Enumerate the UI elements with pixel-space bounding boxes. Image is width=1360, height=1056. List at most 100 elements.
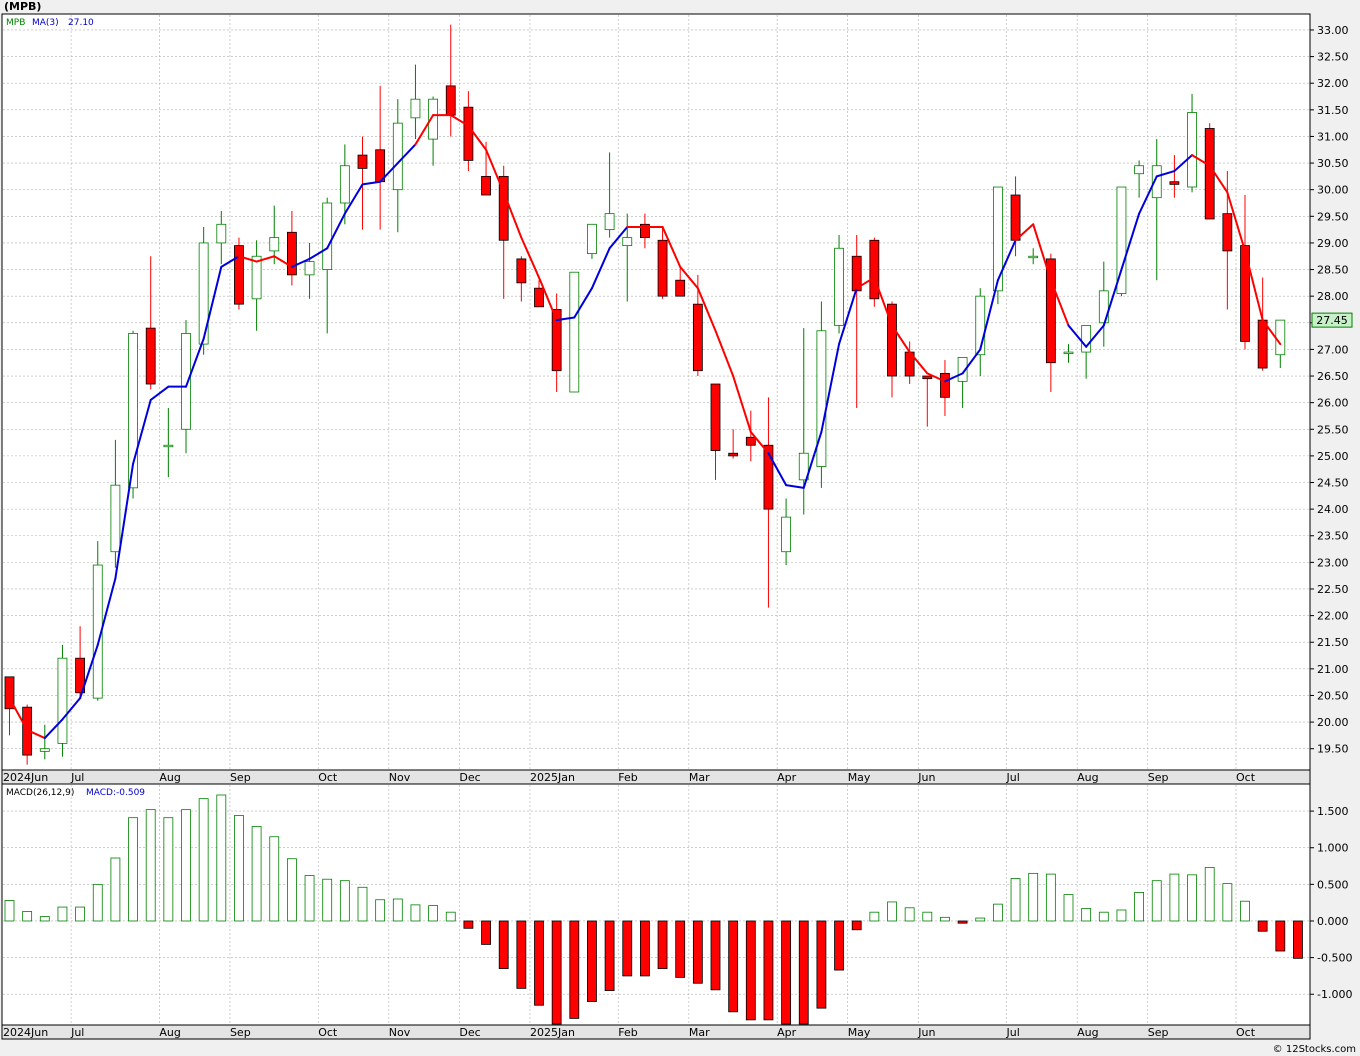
chart-title: (MPB)	[4, 0, 41, 13]
candle	[498, 165, 509, 299]
ma3-segment	[538, 276, 558, 322]
macd-bar-negative	[834, 920, 844, 971]
price-x-label: Oct	[1236, 771, 1256, 784]
candle-body-down	[234, 245, 244, 305]
candle-body-down	[869, 239, 880, 300]
macd-x-label: 2025Jan	[530, 1026, 575, 1039]
macd-bar-positive	[357, 886, 368, 922]
macd-bar-positive	[1187, 874, 1197, 922]
macd-bar-negative	[534, 920, 544, 1006]
price-x-label: 2024Jun	[3, 771, 48, 784]
macd-bar-positive	[975, 917, 986, 922]
macd-bar-negative	[692, 920, 703, 984]
macd-bar-positive	[869, 911, 880, 922]
candle-body-down	[481, 175, 491, 196]
price-tick-label: 32.00	[1317, 77, 1349, 90]
macd-bar-negative	[1257, 920, 1268, 932]
price-tick-label: 21.00	[1317, 663, 1349, 676]
macd-bar-positive	[993, 903, 1003, 922]
ma3-segment	[573, 287, 593, 319]
macd-bar-negative	[604, 920, 615, 991]
candle-body-up	[1063, 351, 1074, 354]
macd-bar-negative	[781, 920, 791, 1025]
candle-body-down	[745, 436, 756, 446]
macd-bar-positive	[1240, 900, 1250, 922]
macd-legend-label: MACD(26,12,9)	[6, 788, 74, 798]
macd-bar-positive	[251, 826, 262, 922]
macd-x-label: Oct	[318, 1026, 338, 1039]
ma3-segment	[1173, 154, 1194, 173]
macd-bar-positive	[1098, 911, 1109, 922]
candle-body-up	[1187, 112, 1197, 188]
macd-bar-positive	[304, 875, 315, 922]
macd-bar-positive	[1010, 878, 1021, 922]
candle-body-up	[110, 484, 121, 553]
macd-bar-positive	[410, 904, 421, 922]
candle-body-up	[128, 333, 138, 489]
candle	[128, 330, 138, 499]
candle-body-down	[1204, 128, 1215, 220]
price-tick-label: 20.00	[1317, 716, 1349, 729]
price-tick-label: 31.00	[1317, 130, 1349, 143]
candle-body-up	[304, 261, 315, 276]
macd-tick-label: 1.500	[1317, 805, 1349, 818]
ma3-segment	[820, 343, 841, 433]
macd-bar-positive	[198, 798, 209, 922]
candle-body-down	[1010, 194, 1021, 241]
macd-bar-positive	[392, 898, 403, 922]
ma3-segment	[396, 143, 417, 165]
ma3-segment	[449, 114, 470, 127]
candle	[1169, 155, 1180, 198]
macd-bar-positive	[4, 900, 15, 922]
candle	[216, 210, 227, 265]
ma3-segment	[43, 718, 64, 740]
candle-body-up	[1151, 165, 1162, 199]
candle-body-down	[534, 287, 544, 308]
macd-bar-positive	[57, 906, 68, 922]
macd-bar-positive	[1028, 872, 1039, 922]
price-x-label: Jun	[917, 771, 935, 784]
candle	[516, 256, 527, 302]
price-x-label: Jul	[1006, 771, 1020, 784]
candle	[357, 136, 368, 230]
candle-body-down	[675, 279, 686, 297]
macd-x-label: Feb	[618, 1026, 637, 1039]
candle-body-up	[1028, 255, 1039, 259]
macd-tick-label: -0.500	[1317, 952, 1352, 965]
ma3-segment	[485, 148, 505, 194]
price-tick-label: 24.00	[1317, 503, 1349, 516]
ma3-segment	[555, 316, 576, 322]
price-tick-label: 23.50	[1317, 530, 1349, 543]
candle	[816, 301, 827, 488]
candle-body-down	[516, 258, 527, 284]
macd-bar-positive	[92, 883, 103, 922]
price-tick-label: 33.00	[1317, 24, 1349, 37]
price-x-label: Sep	[230, 771, 251, 784]
candle	[1240, 195, 1250, 350]
macd-bar-positive	[269, 836, 280, 922]
macd-bar-negative	[1293, 920, 1303, 959]
ma3-segment	[1261, 319, 1282, 346]
candle	[410, 64, 421, 140]
candle	[675, 266, 686, 297]
macd-bar-positive	[1151, 880, 1162, 922]
ma3-segment	[237, 255, 258, 263]
price-legend-ma-value: 27.10	[68, 18, 94, 28]
price-tick-label: 26.00	[1317, 397, 1349, 410]
macd-bar-positive	[339, 880, 350, 922]
price-x-label: Aug	[159, 771, 180, 784]
candle	[198, 226, 209, 355]
ma3-segment	[61, 697, 82, 721]
ma3-segment	[943, 372, 964, 383]
candle-body-down	[692, 303, 703, 372]
macd-x-label: Jul	[70, 1026, 84, 1039]
macd-bar-negative	[763, 920, 774, 1021]
candle-body-up	[251, 255, 262, 300]
candle-body-down	[728, 452, 739, 457]
candle	[657, 226, 668, 299]
candle-body-down	[940, 372, 950, 398]
ma3-segment	[1102, 268, 1123, 327]
candle	[869, 237, 880, 307]
macd-bar-negative	[675, 920, 686, 978]
